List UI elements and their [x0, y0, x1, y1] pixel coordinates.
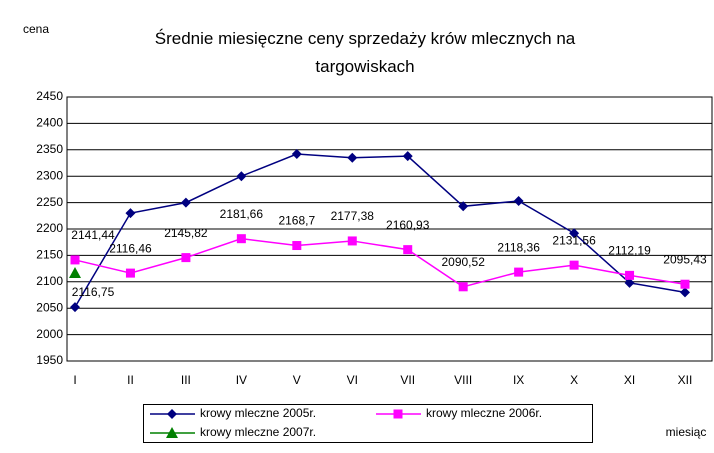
x-axis-label: miesiąc	[666, 425, 707, 439]
y-axis-label: cena	[23, 22, 49, 36]
x-tick-label: III	[181, 373, 191, 387]
point	[513, 196, 524, 207]
point	[569, 260, 579, 270]
y-tick-label: 2100	[36, 274, 63, 288]
series-line	[74, 153, 686, 308]
point	[458, 282, 468, 292]
point	[347, 152, 358, 163]
legend-label: krowy mleczne 2007r.	[200, 425, 316, 439]
plot-frame	[66, 96, 713, 362]
y-tick-label: 2400	[36, 116, 63, 130]
point	[181, 253, 191, 263]
data-label: 2141,44	[71, 228, 115, 242]
x-tick-label: V	[293, 373, 301, 387]
data-label: 2168,7	[278, 214, 315, 228]
legend-label: krowy mleczne 2006r.	[426, 406, 542, 420]
y-tick-label: 2150	[36, 248, 63, 262]
y-tick-label: 2350	[36, 142, 63, 156]
point	[291, 149, 302, 160]
x-tick-label: VIII	[454, 373, 472, 387]
data-label: 2116,46	[109, 241, 152, 255]
point	[625, 270, 635, 280]
y-tick-label: 1950	[36, 353, 63, 367]
point	[69, 266, 81, 278]
point	[402, 151, 413, 162]
data-label: 2095,43	[663, 252, 707, 266]
point	[125, 208, 136, 219]
data-label: 2160,93	[386, 218, 430, 232]
x-tick-label: IV	[236, 373, 247, 387]
point	[680, 287, 690, 298]
point	[680, 279, 690, 289]
data-label: 2145,82	[164, 226, 208, 240]
data-label: 2118,36	[497, 240, 540, 254]
data-label: 2181,66	[220, 207, 264, 221]
point	[514, 267, 524, 277]
x-tick-label: IX	[513, 373, 524, 387]
x-tick-label: XI	[624, 373, 635, 387]
data-label: 2116,75	[72, 285, 115, 299]
y-tick-label: 2300	[36, 168, 63, 182]
x-tick-label: I	[73, 373, 76, 387]
x-tick-label: II	[127, 373, 134, 387]
x-tick-label: XII	[678, 373, 693, 387]
legend	[143, 404, 593, 443]
point	[569, 228, 580, 239]
point	[347, 236, 357, 246]
y-tick-label: 2000	[36, 327, 63, 341]
x-tick-label: X	[570, 373, 578, 387]
chart-title: Średnie miesięczne ceny sprzedaży krów m…	[155, 29, 576, 76]
point	[458, 201, 469, 212]
point	[393, 409, 403, 419]
point	[180, 197, 191, 208]
point	[70, 255, 80, 265]
point	[167, 409, 177, 419]
data-label: 2177,38	[331, 209, 375, 223]
x-tick-label: VII	[400, 373, 415, 387]
point	[125, 268, 135, 278]
series-line	[74, 237, 686, 288]
point	[236, 234, 246, 244]
data-label: 2131,56	[552, 233, 596, 247]
point	[70, 302, 80, 313]
y-tick-label: 2250	[36, 195, 63, 209]
y-tick-label: 2200	[36, 221, 63, 235]
point	[624, 277, 635, 288]
data-label: 2112,19	[608, 244, 651, 258]
point	[292, 241, 302, 251]
point	[403, 245, 413, 255]
x-tick-label: VI	[347, 373, 358, 387]
legend-label: krowy mleczne 2005r.	[200, 406, 316, 420]
y-tick-label: 2450	[36, 89, 63, 103]
y-tick-label: 2050	[36, 300, 63, 314]
point	[166, 427, 178, 438]
data-label: 2090,52	[441, 255, 485, 269]
point	[236, 171, 247, 182]
